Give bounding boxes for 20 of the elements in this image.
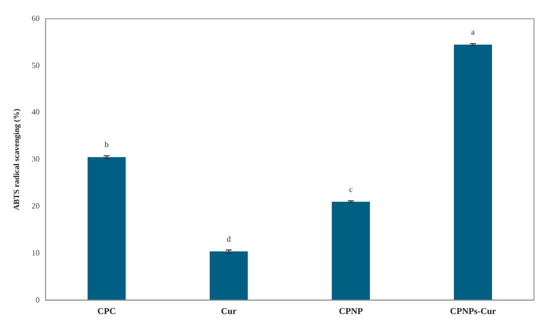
y-tick-label: 0 bbox=[36, 295, 40, 304]
annotation: c bbox=[349, 184, 354, 194]
x-tick-label: CPNP bbox=[338, 306, 364, 316]
y-tick-label: 10 bbox=[32, 248, 40, 258]
y-tick-label: 60 bbox=[32, 14, 40, 23]
annotation: a bbox=[471, 28, 476, 37]
bar bbox=[454, 44, 492, 300]
annotation: b bbox=[104, 140, 109, 150]
x-tick-label: CPNPs-Cur bbox=[450, 306, 496, 316]
bar bbox=[332, 202, 370, 300]
y-axis-title: ABTS radical scavenging (%) bbox=[12, 108, 21, 210]
y-tick-label: 30 bbox=[32, 154, 40, 164]
x-tick-label: Cur bbox=[221, 306, 237, 316]
annotation: d bbox=[226, 234, 231, 244]
bar bbox=[88, 157, 126, 300]
bar bbox=[210, 251, 248, 300]
x-tick-label: CPC bbox=[97, 306, 116, 316]
y-tick-label: 50 bbox=[32, 60, 40, 70]
y-tick-label: 20 bbox=[32, 201, 40, 210]
y-tick-label: 40 bbox=[32, 108, 40, 117]
